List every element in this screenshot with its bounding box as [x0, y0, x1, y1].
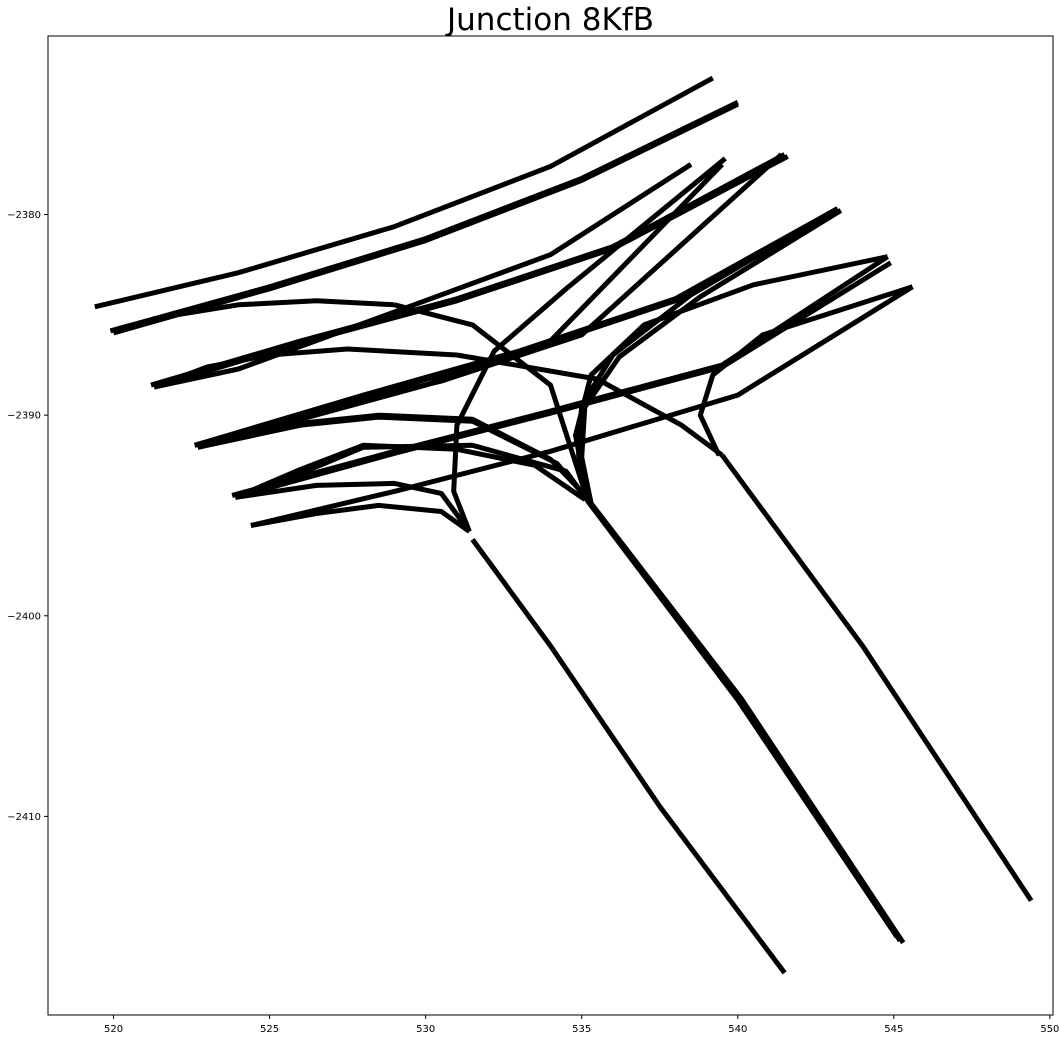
- y-tick-label: −2410: [7, 812, 41, 823]
- series-line-13: [194, 152, 784, 448]
- y-tick-label: −2390: [7, 411, 41, 422]
- y-tick-label: −2380: [7, 210, 41, 221]
- series-line-0: [94, 75, 714, 310]
- x-tick-label: 535: [572, 1024, 591, 1035]
- series-layer: [94, 75, 1034, 975]
- series-line-21: [250, 502, 471, 534]
- x-tick-label: 540: [728, 1024, 747, 1035]
- x-tick-label: 525: [260, 1024, 279, 1035]
- series-line-19: [197, 414, 593, 506]
- series-line-7: [153, 162, 693, 390]
- x-tick-label: 520: [104, 1024, 123, 1035]
- axes-frame: [47, 35, 1054, 1016]
- series-line-2: [112, 101, 739, 336]
- series-line-8: [153, 346, 458, 390]
- series-line-32: [720, 453, 1034, 902]
- series-line-27: [573, 254, 889, 502]
- chart-title: Junction 8KfB: [447, 2, 654, 38]
- ticks-layer: 520 525 530 535 540 545 550 −2380 −2390 −2400 −241…: [7, 210, 1059, 1035]
- x-tick-label: 550: [1040, 1024, 1059, 1035]
- series-line-3: [112, 298, 395, 336]
- series-line-22: [234, 480, 472, 533]
- series-line-9: [456, 352, 724, 458]
- y-tick-label: −2400: [7, 611, 41, 622]
- series-line-31: [697, 284, 914, 457]
- series-line-30: [586, 499, 899, 939]
- series-line-24: [470, 538, 787, 975]
- x-tick-label: 530: [416, 1024, 435, 1035]
- series-line-20: [250, 284, 914, 528]
- series-line-23: [451, 156, 727, 533]
- x-tick-label: 545: [884, 1024, 903, 1035]
